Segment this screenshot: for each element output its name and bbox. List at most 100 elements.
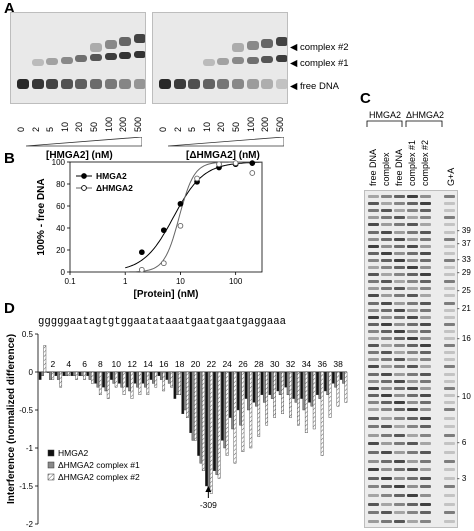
sequencing-band [394, 244, 405, 248]
sequencing-band [381, 386, 392, 390]
bar-hmga2 [221, 371, 224, 441]
gel-band-complex1 [261, 55, 274, 63]
sequencing-band [444, 372, 455, 376]
sequencing-band [368, 351, 379, 355]
bar-hmga2 [331, 371, 335, 384]
bar-dhmga2-complex2 [130, 371, 134, 399]
sequencing-band [420, 258, 431, 262]
sequencing-band [420, 519, 431, 523]
marker-label: - 6 [457, 438, 467, 447]
sequencing-band [368, 393, 379, 397]
sequencing-band [444, 365, 455, 369]
sequencing-band [407, 425, 418, 429]
bar-dhmga2-complex2 [201, 371, 205, 472]
bar-dhmga2-complex2 [83, 371, 86, 380]
gel-band-free [232, 79, 244, 89]
sequencing-band [368, 502, 379, 506]
position-label: 18 [175, 359, 185, 369]
legend-entry: ΔHMGA2 complex #1 [58, 460, 140, 470]
sequencing-band [381, 280, 392, 284]
gel-band-free [159, 79, 171, 89]
position-label: 8 [98, 359, 103, 369]
lane-label: free DNA [368, 148, 378, 186]
bar-hmga2 [213, 371, 216, 472]
concentration-label: 20 [74, 121, 85, 132]
sequencing-band [381, 408, 392, 411]
sequencing-band [381, 400, 392, 404]
sequencing-band [420, 344, 431, 348]
sequencing-band [394, 416, 405, 420]
position-label: 20 [191, 359, 201, 369]
header-dhmga2: ΔHMGA2 [406, 110, 445, 120]
bar-hmga2 [268, 371, 272, 395]
sequencing-band [420, 329, 431, 333]
bar-dhmga2-complex1 [167, 371, 171, 384]
position-label: 38 [333, 359, 343, 369]
free-dna-label: ◀ free DNA [290, 81, 340, 92]
concentration-label: 20 [216, 121, 227, 132]
sequencing-band [444, 351, 455, 355]
sequencing-band [381, 425, 392, 429]
sequencing-band [368, 344, 379, 348]
sequencing-band [381, 244, 392, 248]
bar-dhmga2-complex1 [326, 371, 330, 395]
marker-label: - 37 [457, 239, 471, 248]
marker-label: - 39 [457, 226, 471, 235]
bar-dhmga2-complex1 [310, 371, 314, 407]
bar-dhmga2-complex1 [88, 371, 92, 380]
sequencing-band [394, 433, 405, 437]
sequencing-band [444, 494, 455, 497]
sequencing-band [420, 216, 431, 220]
concentration-label: 500 [132, 116, 143, 132]
bar-dhmga2-complex2 [289, 371, 292, 418]
data-point-dhmga2 [216, 161, 222, 168]
sequencing-band [444, 244, 455, 248]
bar-dhmga2-complex1 [72, 371, 76, 376]
sequencing-band [444, 301, 455, 305]
y-tick-label: 20 [56, 246, 65, 255]
bar-dhmga2-complex1 [56, 371, 60, 380]
annotation-arrowhead [205, 486, 212, 492]
position-label: 14 [143, 359, 153, 369]
concentration-label: 10 [59, 121, 70, 132]
sequencing-band [407, 511, 418, 515]
bar-dhmga2-complex2 [328, 371, 332, 418]
gel-band-free [188, 79, 201, 89]
legend-swatch [47, 461, 55, 469]
sequencing-band [420, 372, 431, 376]
bar-dhmga2-complex1 [136, 371, 139, 388]
gel-band-free [75, 79, 88, 89]
bar-dhmga2-complex2 [154, 371, 158, 388]
bar-dhmga2-complex2 [217, 371, 221, 479]
sequencing-band [444, 344, 455, 348]
bar-dhmga2-complex2 [265, 371, 269, 426]
concentration-label: 50 [231, 121, 241, 132]
sequencing-band [368, 425, 379, 429]
bar-dhmga2-complex2 [114, 371, 118, 388]
sequencing-band [381, 273, 392, 277]
y-tick-label: 0.5 [22, 330, 34, 339]
bar-dhmga2-complex2 [98, 371, 102, 395]
bar-hmga2 [205, 371, 208, 487]
sequencing-band [394, 258, 405, 262]
bar-hmga2 [110, 371, 113, 380]
legend-swatch [47, 449, 55, 457]
bar-dhmga2-complex2 [162, 371, 166, 392]
legend-swatch [47, 473, 55, 481]
sequencing-band [407, 386, 418, 390]
bar-dhmga2-complex1 [231, 371, 235, 430]
sequencing-band [368, 315, 379, 319]
sequencing-band [381, 459, 392, 463]
bar-dhmga2-complex1 [270, 371, 274, 399]
sequencing-band [381, 322, 392, 326]
gel-band-complex1 [217, 58, 230, 66]
sequencing-band [407, 351, 418, 355]
sequencing-band [407, 485, 418, 489]
gel-band-free [173, 79, 186, 89]
bar-dhmga2-complex2 [59, 371, 63, 388]
bar-dhmga2-complex1 [112, 371, 116, 384]
bar-dhmga2-complex2 [320, 371, 324, 456]
gel-band-complex1 [133, 50, 145, 58]
data-point-dhmga2 [232, 160, 239, 166]
bar-dhmga2-complex1 [104, 371, 108, 392]
